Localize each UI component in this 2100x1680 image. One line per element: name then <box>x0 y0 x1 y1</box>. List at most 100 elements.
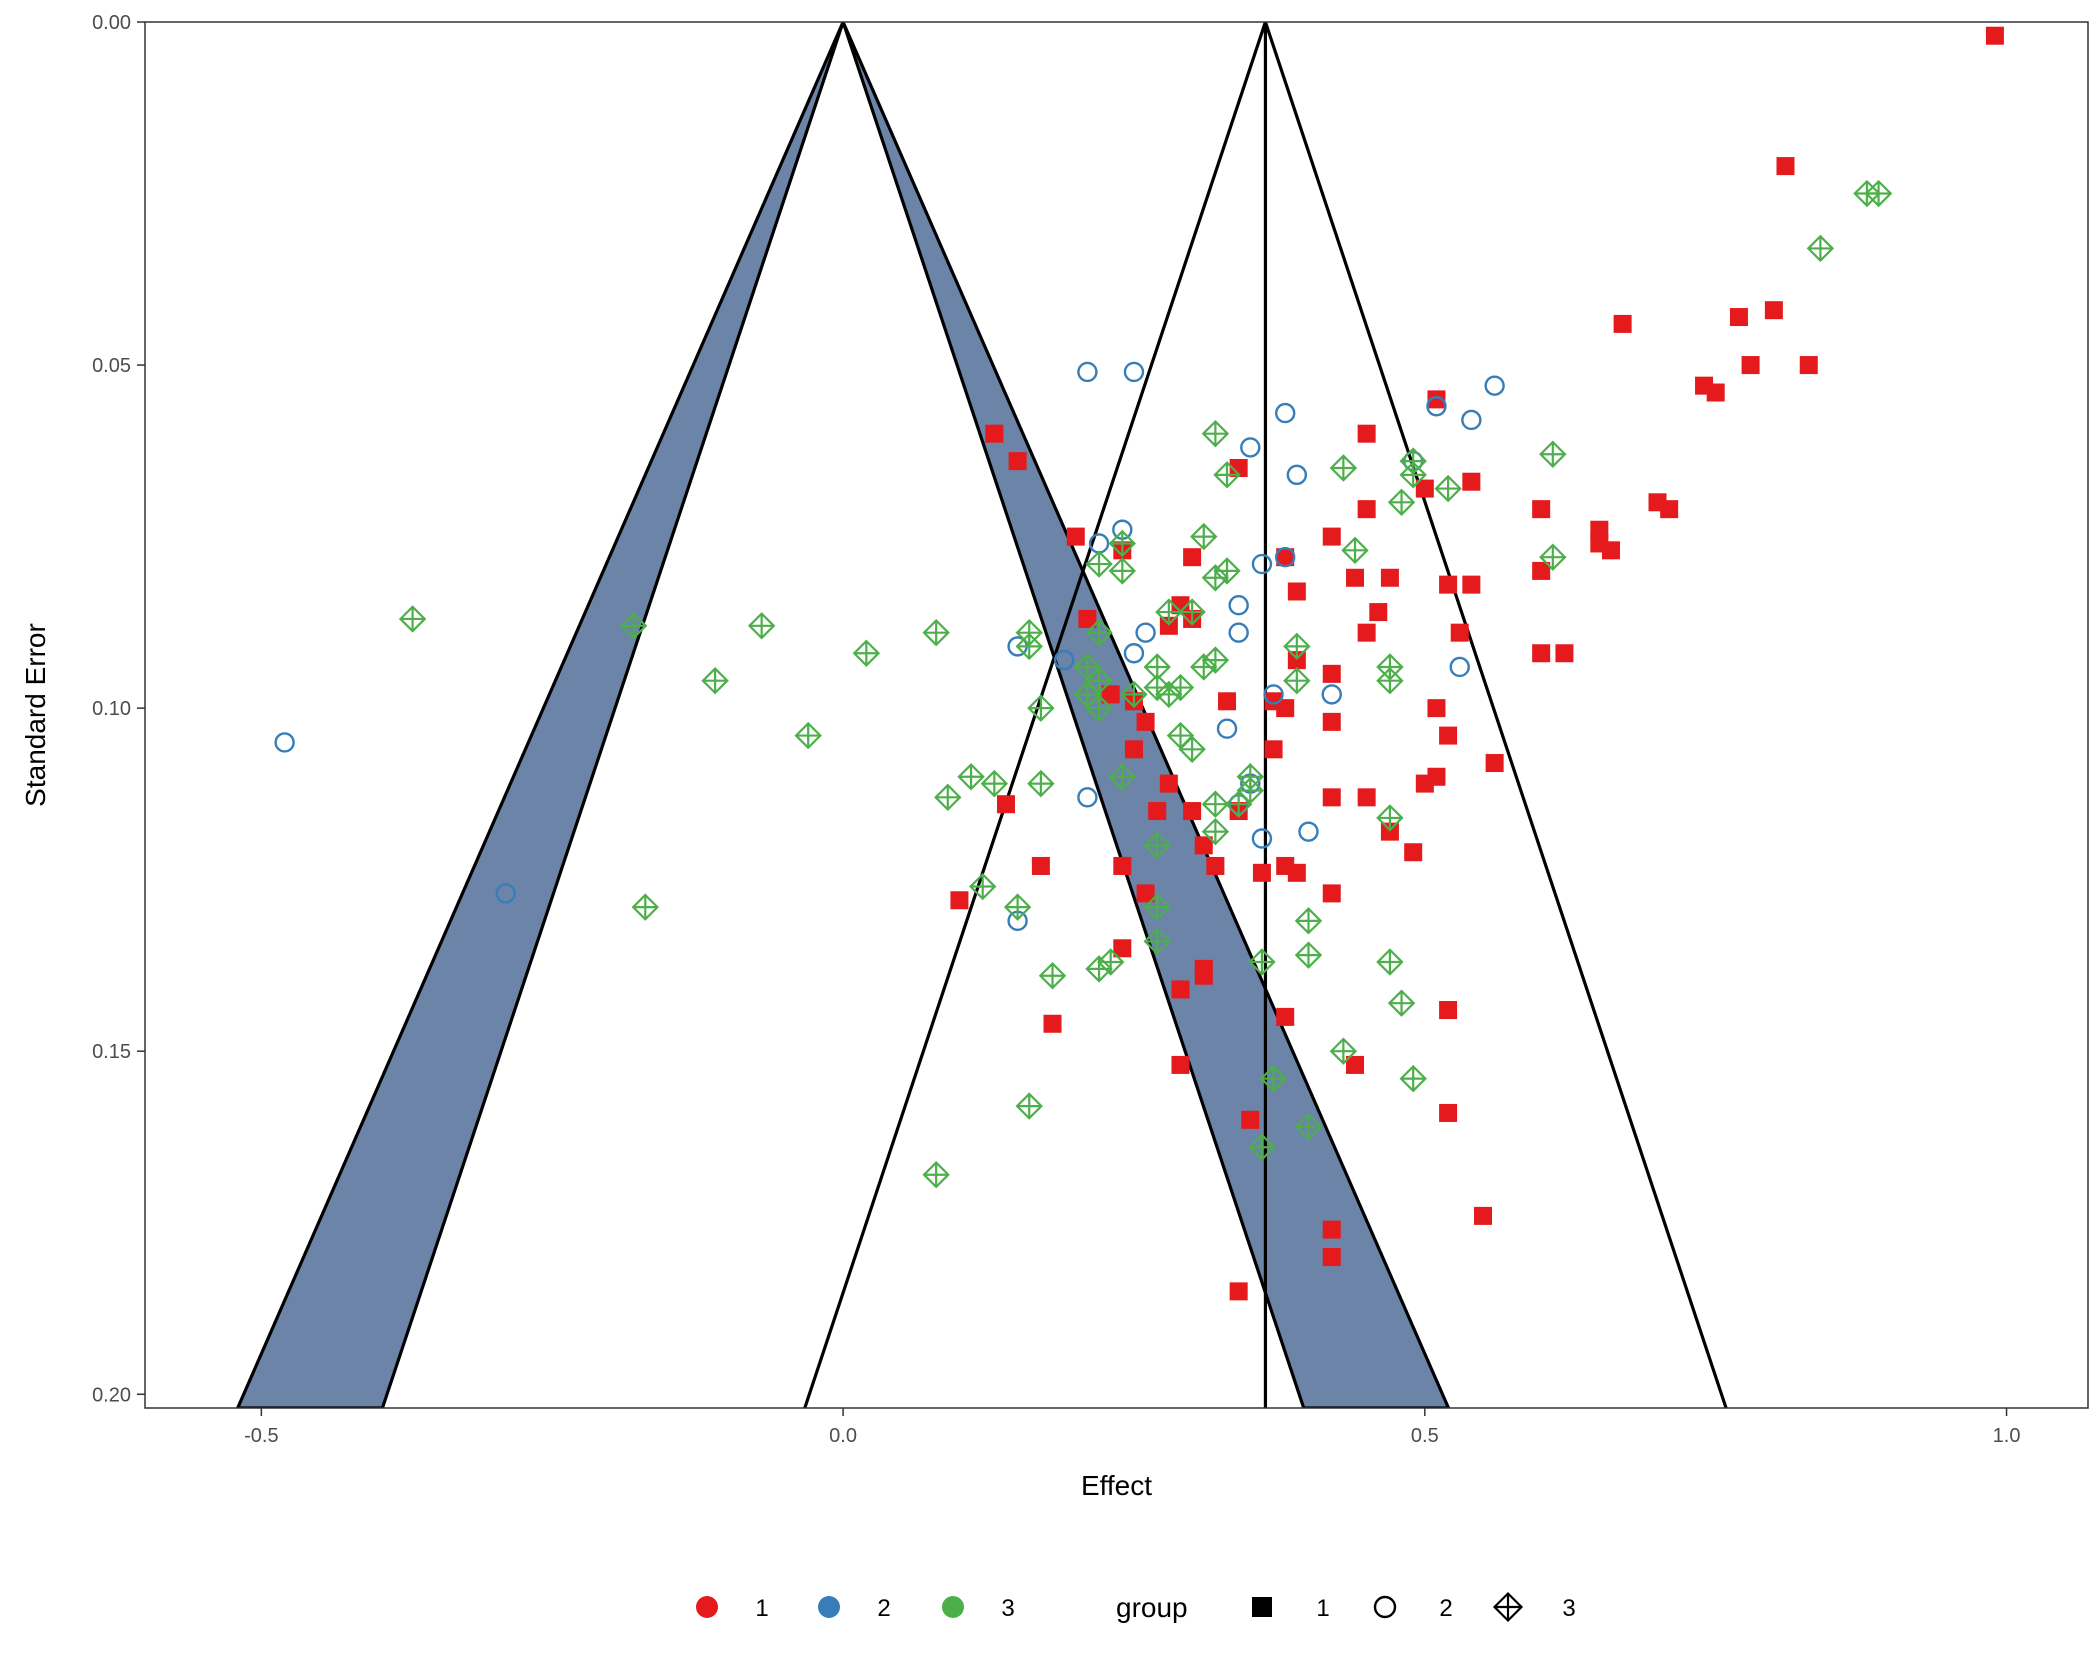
legend-shape-key-2 <box>1373 1595 1397 1619</box>
data-point <box>1485 754 1504 773</box>
data-point <box>1085 955 1113 983</box>
legend-color-label-1: 1 <box>755 1595 768 1622</box>
data-point <box>1439 575 1458 594</box>
data-point <box>1276 699 1295 718</box>
data-point <box>1183 802 1202 821</box>
legend-shape-label-2: 2 <box>1439 1595 1452 1622</box>
series-group-1 <box>950 26 2004 1301</box>
data-point <box>1275 546 1296 568</box>
legend-shape-title: group <box>1116 1592 1188 1623</box>
data-point <box>1294 907 1323 935</box>
data-point <box>1155 598 1183 626</box>
data-point <box>1201 419 1230 448</box>
data-point <box>747 612 776 640</box>
data-point <box>1085 550 1113 578</box>
y-tick-label: 0.15 <box>92 1041 131 1063</box>
legend-shape-label-3: 3 <box>1562 1595 1575 1622</box>
data-point <box>1108 529 1137 558</box>
data-point <box>1864 179 1893 208</box>
data-point <box>1264 740 1283 759</box>
data-point <box>1166 721 1195 750</box>
data-point <box>1053 649 1075 671</box>
data-point <box>1380 568 1399 587</box>
y-tick-label: 0.00 <box>92 12 131 34</box>
data-point <box>1539 440 1567 468</box>
data-point <box>1159 616 1178 635</box>
y-tick-label: 0.10 <box>92 698 131 720</box>
data-point <box>1346 568 1365 587</box>
data-point <box>934 783 962 812</box>
data-point <box>1613 314 1632 333</box>
data-point <box>1532 644 1551 663</box>
data-point <box>1539 543 1567 571</box>
legend-shape-key-3 <box>1492 1591 1524 1623</box>
data-point <box>1143 893 1171 921</box>
data-point <box>1399 1064 1427 1093</box>
data-point <box>1251 828 1273 849</box>
data-point <box>1190 653 1218 681</box>
data-point <box>1108 557 1137 585</box>
data-point <box>1322 1220 1341 1239</box>
y-tick-label: 0.20 <box>92 1384 131 1406</box>
data-point <box>1427 390 1446 409</box>
data-point <box>1590 520 1609 539</box>
data-point <box>968 872 997 901</box>
data-point <box>1462 472 1481 491</box>
data-point <box>619 612 648 640</box>
data-point <box>1415 774 1434 793</box>
data-point <box>1216 718 1238 739</box>
data-point <box>957 763 985 791</box>
legend: group 1 2 3 1 2 3 <box>696 1591 1576 1623</box>
data-point <box>1294 941 1323 969</box>
data-point <box>1155 680 1183 709</box>
y-tick-label: 0.05 <box>92 355 131 377</box>
data-point <box>1387 488 1416 517</box>
data-point <box>1806 234 1835 263</box>
data-point <box>1259 1064 1288 1093</box>
data-point <box>1357 424 1376 443</box>
data-point <box>1376 948 1404 976</box>
data-point <box>1101 685 1120 704</box>
data-point <box>1201 817 1230 846</box>
data-point <box>1148 802 1167 821</box>
data-point <box>1085 618 1113 647</box>
legend-color-key-2 <box>818 1596 840 1618</box>
legend-color-key-1 <box>696 1596 718 1618</box>
data-point <box>922 618 950 647</box>
data-point <box>1376 666 1404 695</box>
data-point <box>1322 527 1341 546</box>
x-tick-label: 0.5 <box>1411 1425 1439 1447</box>
x-tick-label: 1.0 <box>1993 1425 2021 1447</box>
data-point <box>495 883 516 904</box>
data-point <box>1135 622 1156 643</box>
data-point <box>1206 856 1225 875</box>
data-point <box>1387 989 1416 1017</box>
data-point <box>1439 1001 1458 1020</box>
series-group-2 <box>274 361 1505 932</box>
data-point <box>1369 603 1388 622</box>
data-point <box>1322 788 1341 807</box>
data-point <box>1263 684 1284 705</box>
data-point <box>1183 548 1202 567</box>
data-point <box>1229 458 1248 477</box>
data-point <box>1108 763 1137 791</box>
data-point <box>1077 787 1098 808</box>
axes-layer: -0.5 0.0 0.5 1.0 0.00 0.05 0.10 0.15 0.20 <box>92 12 2020 1447</box>
data-point <box>1532 561 1551 580</box>
data-point <box>1113 939 1132 958</box>
data-point <box>1434 474 1462 503</box>
data-point <box>996 795 1015 814</box>
data-point <box>1213 461 1241 489</box>
data-point <box>1085 694 1113 722</box>
data-point <box>1357 500 1376 519</box>
data-point <box>1275 402 1296 424</box>
data-point <box>1346 1055 1365 1074</box>
data-point <box>1201 790 1230 818</box>
data-point <box>1248 1133 1276 1161</box>
legend-color-key-3 <box>942 1596 964 1618</box>
data-point <box>1218 692 1237 711</box>
data-point <box>1171 596 1190 615</box>
data-point <box>1601 541 1620 560</box>
data-point <box>1027 769 1055 798</box>
